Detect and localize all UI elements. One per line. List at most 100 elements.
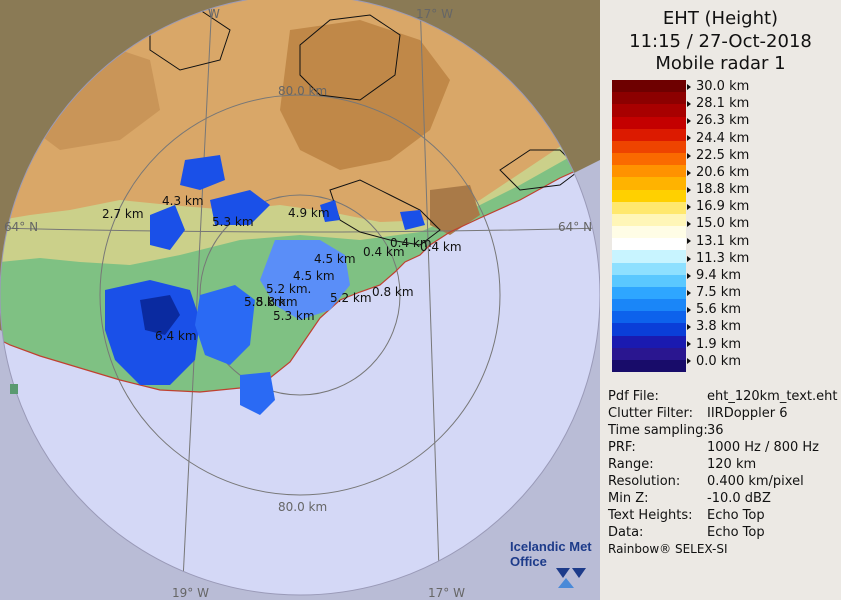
meta-key: Time sampling: [608, 423, 708, 438]
echo-label: 0.4 km [363, 245, 405, 259]
legend-tick [687, 289, 691, 296]
legend-tick [687, 186, 691, 193]
meta-key: Text Heights: [608, 508, 693, 523]
legend-tick [687, 272, 691, 279]
echo-label: 4.5 km [314, 252, 356, 266]
legend-swatch [612, 335, 686, 349]
legend-swatch [612, 250, 686, 263]
legend-label: 3.8 km [696, 319, 741, 334]
legend-label: 28.1 km [696, 96, 750, 111]
legend-swatch [612, 189, 686, 203]
footer-credit: Rainbow® SELEX-SI [608, 542, 728, 556]
meta-value: IIRDoppler 6 [707, 406, 788, 421]
echo-label: 4.5 km [293, 269, 335, 283]
legend-swatch [612, 92, 686, 105]
legend-swatch [612, 262, 686, 276]
echo-label: 6.4 km [155, 329, 197, 343]
radar-name: Mobile radar 1 [655, 53, 786, 74]
legend-swatch [612, 359, 686, 373]
grid-label-17w-bottom: 17° W [428, 586, 465, 600]
meta-value: 0.400 km/pixel [707, 474, 804, 489]
legend-label: 1.9 km [696, 337, 741, 352]
legend-swatch [612, 128, 686, 142]
legend-label: 15.0 km [696, 216, 750, 231]
legend-tick [687, 238, 691, 245]
legend-swatch [612, 226, 686, 239]
legend-swatch [612, 153, 686, 166]
grid-label-64n-right: 64° N [558, 220, 592, 234]
island [10, 384, 18, 394]
legend-tick [687, 255, 691, 262]
legend-label: 30.0 km [696, 79, 750, 94]
echo-label: 2.7 km [102, 207, 144, 221]
meta-value: -10.0 dBZ [707, 491, 771, 506]
legend-label: 11.3 km [696, 251, 750, 266]
meta-key: PRF: [608, 440, 636, 455]
legend-tick [687, 358, 691, 365]
product-title: EHT (Height) [662, 8, 779, 29]
echo-label: 0.8 km [372, 285, 414, 299]
meta-value: 36 [707, 423, 724, 438]
legend-label: 16.9 km [696, 199, 750, 214]
meta-key: Clutter Filter: [608, 406, 693, 421]
meta-value: Echo Top [707, 508, 765, 523]
legend-swatch [612, 104, 686, 117]
legend-tick [687, 324, 691, 331]
legend-swatch [612, 286, 686, 300]
legend-swatch [612, 177, 686, 190]
radar-map: 80.0 km 80.0 km W 17° W 64° N 64° N 19° … [0, 0, 600, 600]
grid-label-19w-bottom: 19° W [172, 586, 209, 600]
echo-label: 0.4 km [420, 240, 462, 254]
legend-tick [687, 84, 691, 90]
legend-label: 9.4 km [696, 268, 741, 283]
legend-label: 22.5 km [696, 148, 750, 163]
legend-label: 5.6 km [696, 302, 741, 317]
grid-label-64n-left: 64° N [4, 220, 38, 234]
legend-tick [687, 152, 691, 159]
meta-key: Resolution: [608, 474, 681, 489]
legend-swatch [612, 116, 686, 130]
legend-swatch [612, 80, 686, 93]
legend-swatch [612, 347, 686, 361]
legend-label: 13.1 km [696, 234, 750, 249]
legend-swatch [612, 165, 686, 178]
legend-label: 18.8 km [696, 182, 750, 197]
legend-label: 24.4 km [696, 131, 750, 146]
echo-label: 4.3 km [162, 194, 204, 208]
imo-logo: Icelandic Met Office [510, 539, 592, 588]
echo-label: 5.2 km [330, 291, 372, 305]
meta-value: Echo Top [707, 525, 765, 540]
legend-tick [687, 169, 691, 176]
meta-value: 1000 Hz / 800 Hz [707, 440, 820, 455]
legend-swatch [612, 213, 686, 227]
legend-swatch [612, 299, 686, 312]
legend-tick [687, 135, 691, 142]
legend-label: 20.6 km [696, 165, 750, 180]
echo-label: 5.8 km [244, 295, 286, 309]
meta-value: eht_120km_text.eht [707, 389, 838, 404]
grid-label-w: W [208, 7, 220, 21]
legend-label: 0.0 km [696, 354, 741, 369]
legend-label: 26.3 km [696, 113, 750, 128]
echo-returns [105, 155, 425, 415]
echo-label: 0.4 km [390, 236, 432, 250]
ring-label-top: 80.0 km [278, 84, 327, 98]
legend-tick [687, 204, 691, 211]
echo-label: 5.3 km [212, 215, 254, 229]
legend-swatch [612, 238, 686, 251]
meta-key: Pdf File: [608, 389, 659, 404]
legend-swatch [612, 274, 686, 288]
legend-tick [687, 306, 691, 313]
ring-label-bottom: 80.0 km [278, 500, 327, 514]
legend-swatch [612, 201, 686, 215]
legend-swatch [612, 140, 686, 154]
logo-text-line2: Office [510, 554, 547, 569]
meta-value: 120 km [707, 457, 757, 472]
legend-swatch [612, 323, 686, 336]
logo-text-line1: Icelandic Met [510, 539, 592, 554]
legend-tick [687, 118, 691, 125]
timestamp: 11:15 / 27-Oct-2018 [629, 31, 812, 52]
grid-label-17w-top: 17° W [416, 7, 453, 21]
echo-label: 5.2 km. [266, 282, 311, 296]
echo-label: 4.9 km [288, 206, 330, 220]
